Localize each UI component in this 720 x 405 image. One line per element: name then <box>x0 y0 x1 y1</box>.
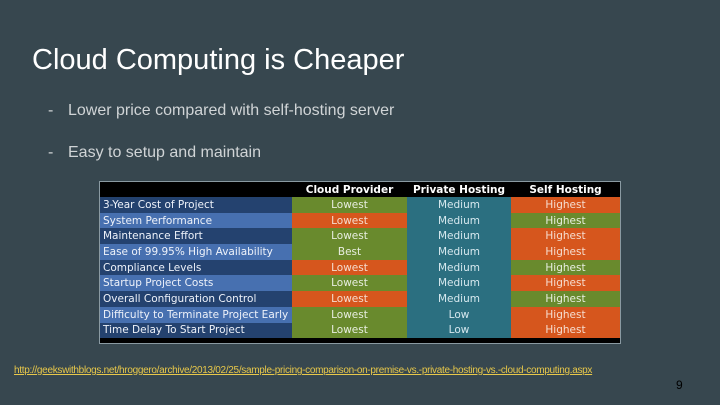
table-cell: Lowest <box>292 212 407 229</box>
table-cell: Medium <box>407 291 511 307</box>
table-row: Overall Configuration Control Lowest Mediu… <box>100 291 620 307</box>
bullet-item: - Easy to setup and maintain <box>48 144 262 161</box>
table-cell: Medium <box>407 228 511 245</box>
table-cell: Lowest <box>292 306 407 323</box>
table-cell: Medium <box>407 259 511 276</box>
table-cell: Highest <box>511 259 620 276</box>
table-cell: Highest <box>511 212 620 229</box>
comparison-table: Cloud Provider Private Hosting Self Host… <box>100 182 620 339</box>
table-row: 3-Year Cost of Project Lowest Medium Highes… <box>100 197 620 213</box>
table-cell: Lowest <box>292 197 407 213</box>
table-header-row: Cloud Provider Private Hosting Self Host… <box>100 182 620 197</box>
table-row: System Performance Lowest Medium Highest <box>100 212 620 229</box>
source-link[interactable]: http://geekswithblogs.net/hroggero/archi… <box>14 365 593 376</box>
header-cell <box>100 182 292 197</box>
table-cell: Highest <box>511 306 620 323</box>
table-cell: Lowest <box>292 228 407 245</box>
table-row: Time Delay To Start Project Lowest Low High… <box>100 322 620 339</box>
table-row: Maintenance Effort Lowest Medium Highest <box>100 228 620 245</box>
table-cell: Highest <box>511 275 620 292</box>
table-cell: Highest <box>511 291 620 307</box>
table-cell: Lowest <box>292 322 407 339</box>
table-cell: Highest <box>511 197 620 213</box>
table-row: Startup Project Costs Lowest Medium Highest <box>100 275 620 292</box>
row-label: Startup Project Costs <box>100 275 292 292</box>
table-cell: Medium <box>407 212 511 229</box>
slide-title: Cloud Computing is Cheaper <box>32 44 405 76</box>
table-cell: Highest <box>511 244 620 260</box>
table-cell: Lowest <box>292 259 407 276</box>
table-cell: Medium <box>407 275 511 292</box>
table-cell: Lowest <box>292 291 407 307</box>
table-row: Difficulty to Terminate Project Early Low… <box>100 306 620 323</box>
header-cell: Private Hosting <box>407 182 511 197</box>
table-cell: Low <box>407 306 511 323</box>
bullet-text: Easy to setup and maintain <box>68 144 262 161</box>
row-label: Compliance Levels <box>100 259 292 276</box>
row-label: Ease of 99.95% High Availability <box>100 244 292 260</box>
page-number: 9 <box>676 378 683 392</box>
bullet-item: - Lower price compared with self-hosting … <box>48 102 395 119</box>
header-cell: Cloud Provider <box>292 182 407 197</box>
row-label: System Performance <box>100 212 292 229</box>
table-row: Ease of 99.95% High Availability Best Medi… <box>100 244 620 260</box>
table-cell: Medium <box>407 197 511 213</box>
comparison-table-image: Cloud Provider Private Hosting Self Host… <box>99 181 621 344</box>
row-label: Difficulty to Terminate Project Early <box>100 306 292 323</box>
bullet-text: Lower price compared with self-hosting s… <box>68 102 395 119</box>
table-cell: Medium <box>407 244 511 260</box>
header-cell: Self Hosting <box>511 182 620 197</box>
row-label: 3-Year Cost of Project <box>100 197 292 213</box>
row-label: Time Delay To Start Project <box>100 322 292 339</box>
table-cell: Highest <box>511 228 620 245</box>
table-cell: Best <box>292 244 407 260</box>
bullet-list: - Lower price compared with self-hosting … <box>48 102 394 186</box>
table-cell: Lowest <box>292 275 407 292</box>
row-label: Maintenance Effort <box>100 228 292 245</box>
table-row: Compliance Levels Lowest Medium Highest <box>100 259 620 276</box>
row-label: Overall Configuration Control <box>100 291 292 307</box>
table-cell: Highest <box>511 322 620 339</box>
table-cell: Low <box>407 322 511 339</box>
